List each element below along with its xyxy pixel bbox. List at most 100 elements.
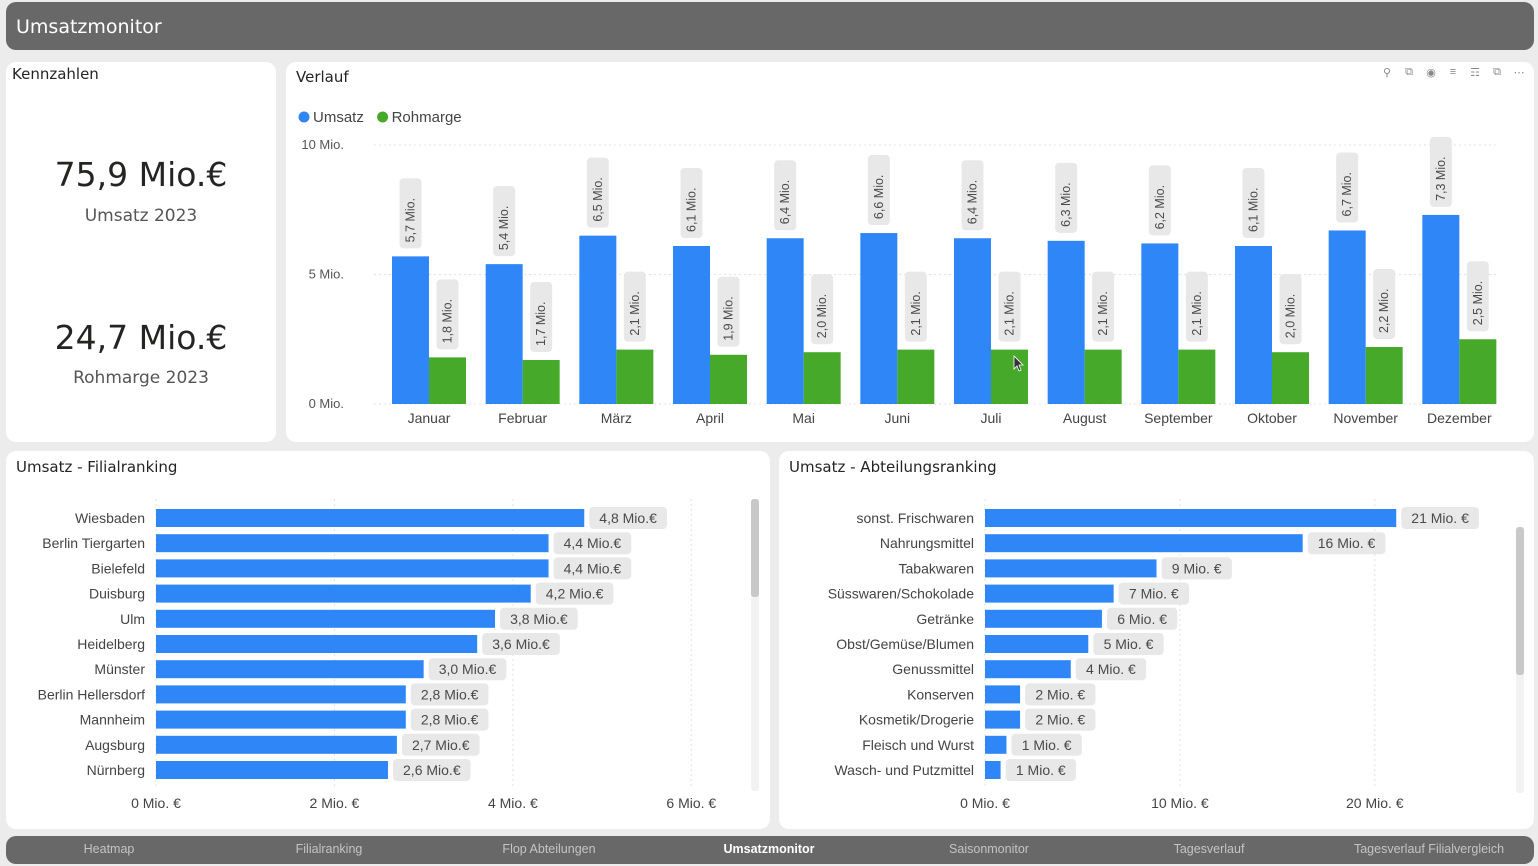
x-tick-label: August xyxy=(1063,410,1107,426)
category-label: Obst/Gemüse/Blumen xyxy=(836,636,974,652)
bar-rohmarge xyxy=(616,349,654,404)
bar xyxy=(985,685,1021,704)
data-label-bg xyxy=(1148,165,1171,236)
data-label-bg xyxy=(774,160,797,231)
x-tick-label: Januar xyxy=(408,410,451,426)
data-label: 2,8 Mio.€ xyxy=(421,712,479,728)
x-tick-label: November xyxy=(1333,410,1398,426)
x-tick-label: Mai xyxy=(792,410,815,426)
nav-tab-umsatzmonitor[interactable]: Umsatzmonitor xyxy=(723,842,815,856)
abteilungsranking-card[interactable]: Umsatz - Abteilungsranking 0 Mio. € 10 Mi… xyxy=(779,451,1534,829)
bar xyxy=(985,660,1071,679)
data-label-bg xyxy=(961,160,984,231)
kpi-card[interactable]: Kennzahlen 75,9 Mio.€ Umsatz 2023 24,7 M… xyxy=(6,62,276,442)
data-label-bg xyxy=(401,733,480,756)
category-label: Duisburg xyxy=(89,586,145,602)
data-label-bg xyxy=(482,633,560,655)
bar-rohmarge xyxy=(710,354,747,404)
filter-icon[interactable]: ≡ xyxy=(1449,66,1457,78)
category-label: Wiesbaden xyxy=(75,510,145,526)
data-label-bg xyxy=(1185,271,1208,342)
data-label-bg xyxy=(1025,708,1096,731)
bar xyxy=(156,635,478,653)
filialranking-card[interactable]: Umsatz - Filialranking 0 Mio. € 2 Mio. € 4… xyxy=(6,451,770,829)
data-label: 1 Mio. € xyxy=(1016,762,1066,778)
copy-icon[interactable]: ⧉ xyxy=(1405,66,1413,78)
x-tick-label: Oktober xyxy=(1247,410,1297,426)
bar-rohmarge xyxy=(1178,349,1216,404)
data-label: 2,1 Mio. xyxy=(628,291,642,335)
abteilungsranking-chart[interactable]: 0 Mio. € 10 Mio. € 20 Mio. € sonst. Frischw… xyxy=(779,451,1534,829)
data-label-bg xyxy=(1307,532,1386,555)
legend-label-umsatz: Umsatz xyxy=(313,109,364,126)
data-label-bg xyxy=(717,276,740,347)
bar xyxy=(985,584,1114,603)
category-label: Tabakwaren xyxy=(899,560,975,576)
pin-icon[interactable]: ⚲ xyxy=(1382,67,1392,79)
verlauf-title: Verlauf xyxy=(296,68,349,86)
expand-icon[interactable]: ⧉ xyxy=(1493,66,1501,78)
abteilungsranking-scroll-thumb[interactable] xyxy=(1516,527,1524,675)
data-label-bg xyxy=(1106,607,1178,630)
filialranking-scrollbar[interactable] xyxy=(751,499,759,791)
kpi-rohmarge-value: 24,7 Mio.€ xyxy=(54,318,228,357)
category-label: Kosmetik/Drogerie xyxy=(859,712,974,728)
nav-tab-flop-abteilungen[interactable]: Flop Abteilungen xyxy=(502,842,596,856)
x-tick-label: 2 Mio. € xyxy=(310,795,360,811)
focus-icon[interactable]: ☶ xyxy=(1470,67,1480,79)
bar-rohmarge xyxy=(1084,349,1122,404)
nav-tab-filialranking[interactable]: Filialranking xyxy=(295,842,363,856)
x-tick-label: März xyxy=(601,410,632,426)
verlauf-chart[interactable]: Umsatz Rohmarge 0 Mio. 5 Mio. 10 Mio. 5,7 Mio… xyxy=(286,62,1534,442)
x-tick-label: April xyxy=(696,410,724,426)
kpi-umsatz-value: 75,9 Mio.€ xyxy=(54,155,228,194)
data-label: 16 Mio. € xyxy=(1318,535,1376,551)
bar-rohmarge xyxy=(1365,347,1403,404)
kpi-rohmarge-label: Rohmarge 2023 xyxy=(73,368,209,388)
data-label: 3,8 Mio.€ xyxy=(510,611,568,627)
data-label: 6,4 Mio. xyxy=(966,180,980,224)
x-tick-label: 10 Mio. € xyxy=(1151,795,1209,811)
data-label: 2,1 Mio. xyxy=(1190,291,1204,335)
bar xyxy=(985,710,1021,729)
data-label: 6 Mio. € xyxy=(1117,611,1167,627)
category-label: Augsburg xyxy=(85,737,145,753)
data-label-bg xyxy=(1429,136,1452,207)
more-icon[interactable]: ⋯ xyxy=(1513,67,1525,79)
data-label: 2,7 Mio.€ xyxy=(412,737,470,753)
filialranking-chart[interactable]: 0 Mio. € 2 Mio. € 4 Mio. € 6 Mio. € Wiesbade… xyxy=(6,451,770,829)
y-tick-label: 10 Mio. xyxy=(301,137,344,152)
data-label-bg xyxy=(904,271,927,342)
data-label: 5,4 Mio. xyxy=(497,206,511,250)
nav-tab-tagesverlauf-filialvergleich[interactable]: Tagesverlauf Filialvergleich xyxy=(1353,842,1505,856)
legend-marker-umsatz xyxy=(298,111,310,123)
abteilungsranking-scrollbar[interactable] xyxy=(1516,527,1524,793)
verlauf-chart-card[interactable]: Verlauf ⚲ ⧉ ◉ ≡ ☶ ⧉ ⋯ Umsatz Rohmarge 0 Mi… xyxy=(286,62,1534,442)
x-tick-label: September xyxy=(1144,410,1213,426)
category-label: Bielefeld xyxy=(91,560,145,576)
bar xyxy=(985,609,1102,628)
data-label: 1,9 Mio. xyxy=(722,296,736,340)
data-label: 5 Mio. € xyxy=(1104,636,1154,652)
data-label-bg xyxy=(623,271,646,342)
filialranking-scroll-thumb[interactable] xyxy=(751,499,759,597)
y-tick-label: 0 Mio. xyxy=(309,396,344,411)
bell-icon[interactable]: ◉ xyxy=(1426,67,1436,79)
data-label: 5,7 Mio. xyxy=(404,198,418,242)
data-label: 1,8 Mio. xyxy=(441,299,455,343)
x-tick-label: 0 Mio. € xyxy=(960,795,1010,811)
nav-tab-heatmap[interactable]: Heatmap xyxy=(83,842,135,856)
nav-tab-tagesverlauf[interactable]: Tagesverlauf xyxy=(1173,842,1245,856)
data-label-bg xyxy=(1161,557,1232,580)
bar xyxy=(156,660,424,679)
data-label-bg xyxy=(535,582,614,605)
data-label: 2,1 Mio. xyxy=(1096,291,1110,335)
data-label: 6,1 Mio. xyxy=(685,188,699,232)
bar-umsatz xyxy=(1141,243,1179,404)
data-label: 21 Mio. € xyxy=(1411,510,1469,526)
category-label: Berlin Hellersdorf xyxy=(38,686,145,702)
nav-tab-saisonmonitor[interactable]: Saisonmonitor xyxy=(949,842,1029,856)
data-label-bg xyxy=(1055,162,1078,233)
data-label-bg xyxy=(553,532,632,555)
data-label: 2 Mio. € xyxy=(1035,686,1085,702)
